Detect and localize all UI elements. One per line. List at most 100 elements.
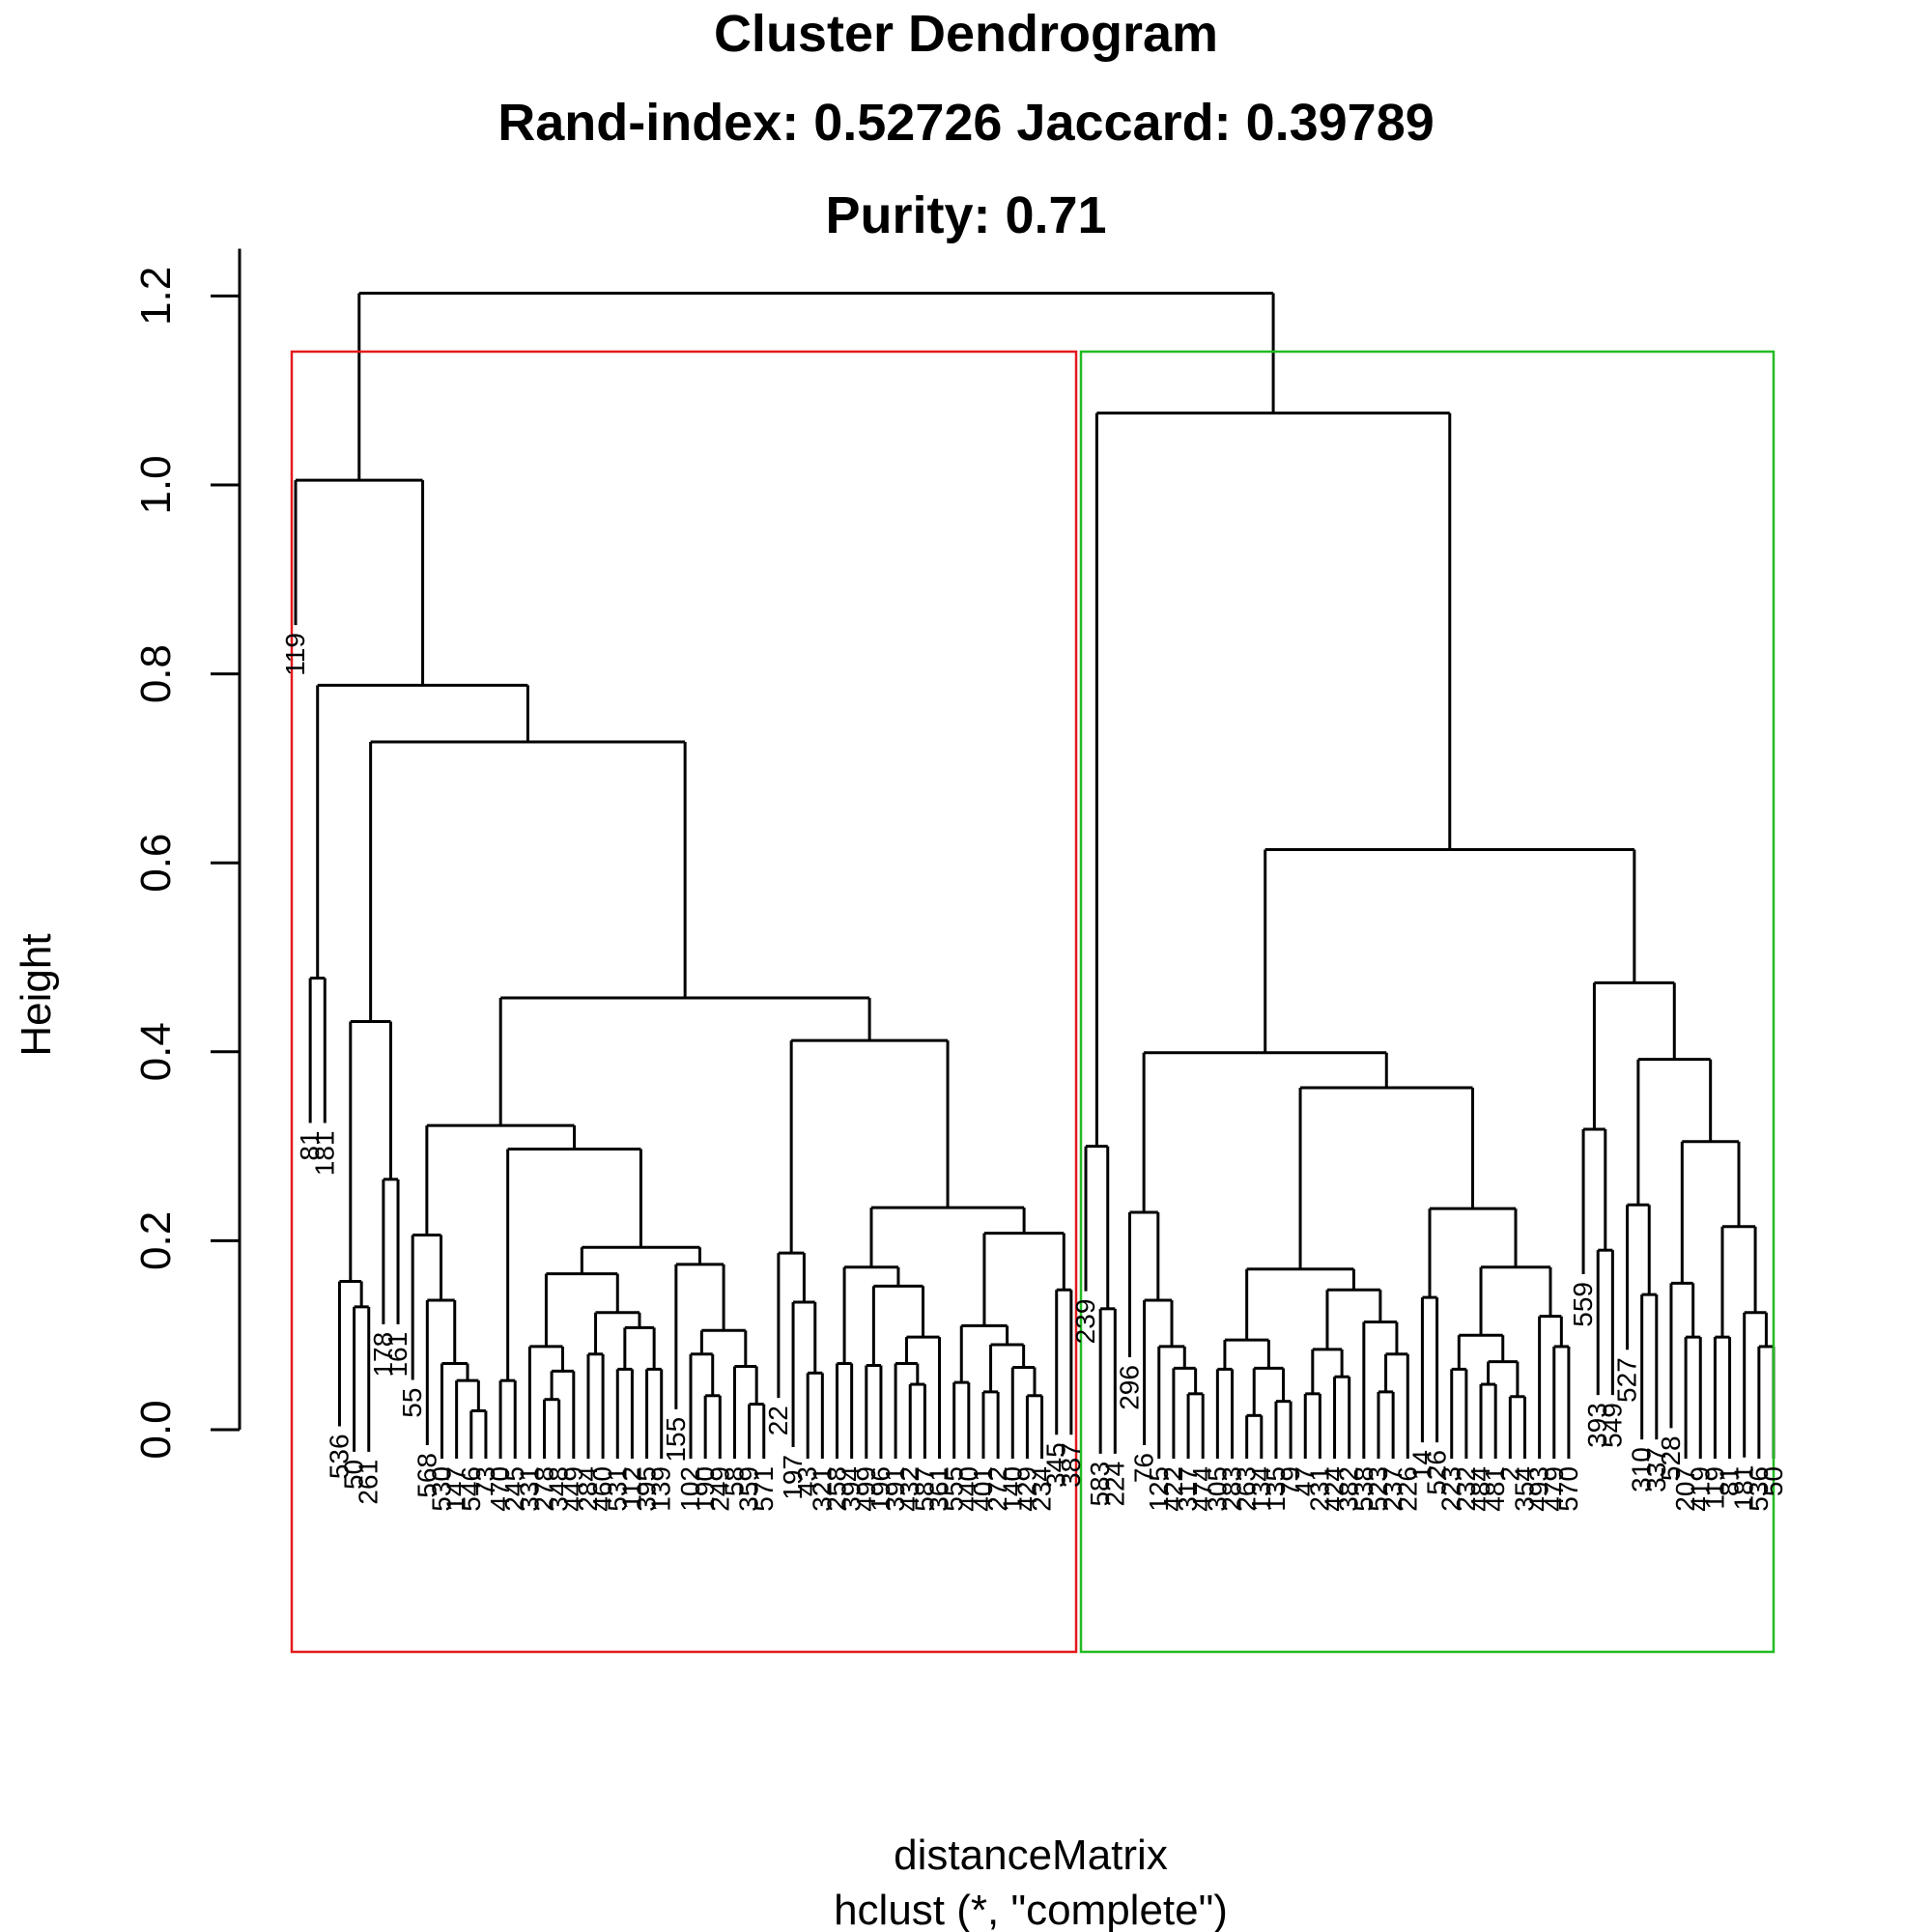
leaf-label: 460	[587, 1466, 617, 1512]
leaf-label: 382	[1334, 1466, 1364, 1512]
y-tick-label: 0.4	[132, 1022, 180, 1081]
x-axis-sublabel: hclust (*, "complete")	[834, 1887, 1228, 1932]
leaf-label: 555	[939, 1466, 969, 1512]
y-tick-label: 1.2	[132, 267, 180, 326]
leaf-label: 55	[397, 1388, 427, 1418]
leaf-label: 528	[1656, 1435, 1686, 1481]
leaf-label: 449	[558, 1466, 588, 1512]
leaf-label: 249	[704, 1466, 734, 1512]
leaf-label: 531	[602, 1466, 632, 1512]
leaf-label: 387	[1056, 1442, 1086, 1488]
leaf-label: 536	[1744, 1466, 1774, 1512]
chart-subtitle-purity: Purity: 0.71	[825, 186, 1107, 244]
y-axis: 0.0 0.2 0.4 0.6 0.8 1.0 1.2	[132, 248, 242, 1460]
cluster-box-1	[290, 350, 1078, 1654]
leaf-label: 231	[1304, 1466, 1334, 1512]
leaf-label: 178	[368, 1332, 398, 1378]
y-tick-label: 0.8	[132, 644, 180, 703]
leaf-label: 493	[1524, 1466, 1554, 1512]
leaf-label: 161	[383, 1332, 412, 1378]
leaf-label: 296	[1114, 1365, 1144, 1410]
y-tick-label: 0.6	[132, 834, 180, 893]
leaf-label: 571	[749, 1466, 779, 1512]
leaf-label: 223	[1436, 1466, 1466, 1512]
leaf-label: 470	[485, 1466, 515, 1512]
leaf-label: 424	[1320, 1466, 1350, 1512]
leaf-label: 261	[354, 1460, 384, 1505]
leaf-label: 81	[295, 1131, 325, 1161]
leaf-label: 359	[734, 1466, 764, 1512]
leaf-label: 527	[1612, 1357, 1642, 1403]
leaf-label: 331	[514, 1466, 544, 1512]
leaf-label: 112	[616, 1466, 646, 1510]
leaf-label: 181	[1729, 1465, 1759, 1511]
leaf-label: 43	[792, 1466, 822, 1496]
leaf-label: 305	[1202, 1466, 1232, 1512]
y-tick-label: 0.2	[132, 1211, 180, 1270]
y-tick-label: 1.0	[132, 455, 180, 514]
leaf-label: 119	[1699, 1466, 1729, 1510]
leaf-label: 394	[837, 1466, 867, 1512]
leaf-label: 317	[1173, 1466, 1203, 1512]
leaf-label: 234	[1027, 1466, 1057, 1512]
leaf-label: 2	[1494, 1466, 1524, 1482]
leaf-label: 549	[1597, 1403, 1627, 1448]
leaf-label: 224	[1099, 1462, 1129, 1507]
leaf-label: 272	[982, 1466, 1012, 1512]
leaf-label: 181	[309, 1131, 339, 1177]
leaf-labels: 8118150261536178161546731475305685547024…	[280, 633, 1788, 1512]
leaf-label: 401	[968, 1466, 998, 1512]
leaf-label: 139	[646, 1466, 676, 1512]
leaf-label: 237	[1378, 1466, 1407, 1512]
leaf-label: 147	[441, 1466, 471, 1512]
leaf-label: 536	[324, 1434, 354, 1479]
leaf-label: 391	[880, 1466, 910, 1512]
leaf-label: 50	[339, 1460, 369, 1490]
leaf-label: 481	[1480, 1466, 1510, 1512]
leaf-label: 239	[1070, 1299, 1100, 1345]
leaf-label: 79	[1275, 1466, 1305, 1496]
cluster-boxes	[290, 350, 1776, 1654]
leaf-label: 125	[1144, 1466, 1174, 1512]
leaf-label: 440	[953, 1466, 983, 1512]
leaf-label: 419	[1685, 1466, 1715, 1512]
leaf-label: 232	[1451, 1466, 1481, 1512]
leaf-label: 479	[1539, 1466, 1569, 1512]
leaf-label: 546	[456, 1466, 486, 1512]
dendrogram-tree	[294, 291, 1776, 1459]
leaf-label: 278	[529, 1466, 559, 1512]
leaf-label: 258	[821, 1466, 851, 1512]
leaf-label: 568	[412, 1453, 441, 1498]
leaf-label: 395	[632, 1466, 662, 1512]
x-axis-label: distanceMatrix	[894, 1832, 1168, 1879]
leaf-label: 134	[1246, 1466, 1276, 1512]
leaf-label: 530	[426, 1466, 456, 1512]
leaf-label: 14	[1406, 1450, 1436, 1480]
leaf-label: 58	[719, 1466, 749, 1496]
leaf-label: 73	[470, 1466, 500, 1496]
leaf-label: 22	[763, 1406, 793, 1435]
leaf-label: 345	[1041, 1442, 1071, 1488]
leaf-label: 499	[851, 1466, 881, 1512]
leaf-label: 587	[909, 1466, 939, 1512]
leaf-label: 226	[1392, 1466, 1422, 1512]
leaf-label: 538	[1349, 1466, 1378, 1512]
leaf-label: 207	[1670, 1466, 1700, 1512]
leaf-label: 354	[1509, 1466, 1539, 1512]
leaf-label: 76	[1129, 1453, 1159, 1483]
leaf-label: 321	[807, 1466, 837, 1512]
leaf-label: 245	[499, 1466, 529, 1512]
leaf-label: 197	[778, 1455, 808, 1500]
leaf-label: 155	[661, 1417, 691, 1463]
leaf-label: 570	[1553, 1466, 1583, 1512]
leaf-label: 135	[1261, 1466, 1291, 1512]
leaf-label: 523	[1363, 1466, 1393, 1512]
leaf-label: 337	[1641, 1447, 1671, 1492]
chart-subtitle-metrics: Rand-index: 0.52726 Jaccard: 0.39789	[497, 94, 1435, 152]
leaf-label: 283	[1217, 1466, 1247, 1512]
cluster-box-2	[1079, 350, 1776, 1654]
leaf-label: 140	[997, 1466, 1027, 1512]
leaf-label: 81	[1715, 1466, 1745, 1496]
leaf-label: 474	[1187, 1466, 1217, 1512]
leaf-label: 422	[1158, 1466, 1188, 1512]
